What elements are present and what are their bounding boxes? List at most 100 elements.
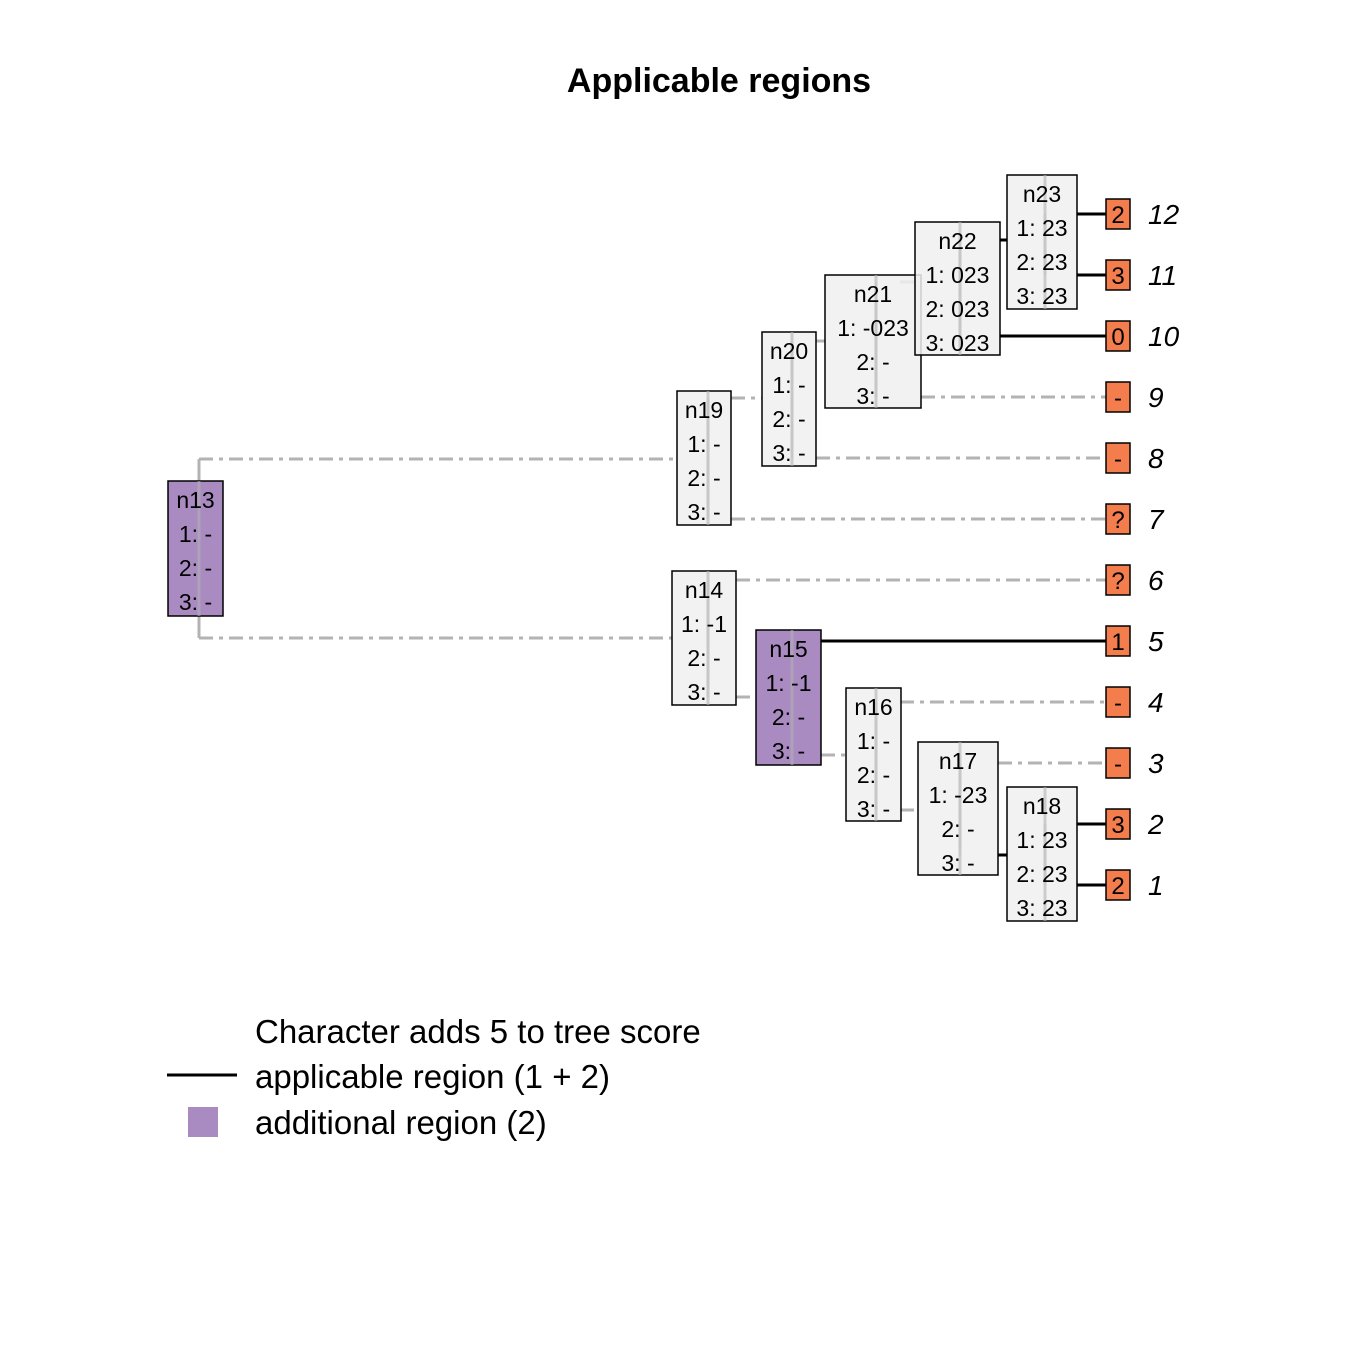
tip-box [1105, 869, 1131, 901]
node-label: n23 [1023, 181, 1061, 207]
node-box [761, 331, 817, 467]
node-state-line: 3: 23 [1016, 895, 1067, 921]
node-state-line: 2: - [857, 762, 890, 788]
tip-state: 0 [1111, 324, 1124, 351]
tip-box [1105, 442, 1131, 474]
tip-label: 5 [1148, 626, 1164, 657]
node-label: n21 [854, 281, 892, 307]
tip-state: 3 [1111, 812, 1124, 839]
node-state-line: 3: 23 [1016, 283, 1067, 309]
tip-box [1105, 198, 1131, 230]
node-state-line: 2: - [772, 704, 805, 730]
node-box [167, 480, 224, 617]
node-label: n17 [939, 748, 977, 774]
tip-9: -9 [1105, 381, 1164, 413]
tip-6: ? 6 [1105, 564, 1164, 596]
tip-8: -8 [1105, 442, 1164, 474]
tip-label: 8 [1148, 443, 1164, 474]
node-state-line: 1: -23 [929, 782, 988, 808]
tip-3: -3 [1105, 747, 1164, 779]
node-state-line: 1: - [772, 372, 805, 398]
tip-label: 7 [1148, 504, 1165, 535]
tip-state: - [1114, 690, 1122, 717]
tip-10: 0 10 [1105, 320, 1180, 352]
node-state-line: 2: 023 [926, 296, 990, 322]
node-n14: n14 1: -1 2: - 3: - [671, 570, 737, 706]
node-box [824, 274, 922, 409]
node-state-line: 3: - [856, 383, 889, 409]
node-n18: n18 1: 23 2: 23 3: 23 [1006, 786, 1078, 922]
node-state-line: 2: - [179, 555, 212, 581]
node-box [845, 687, 902, 822]
node-state-line: 2: - [856, 349, 889, 375]
node-state-line: 1: 23 [1016, 827, 1067, 853]
tip-12: 2 12 [1105, 198, 1180, 230]
tip-state: - [1114, 446, 1122, 473]
node-state-line: 1: 23 [1016, 215, 1067, 241]
node-n21: n21 1: -023 2: - 3: - [824, 274, 922, 409]
node-state-line: 3: - [772, 440, 805, 466]
node-state-line: 1: - [687, 431, 720, 457]
legend-heading: Character adds 5 to tree score [255, 1013, 701, 1050]
node-box [1006, 174, 1078, 310]
node-state-line: 1: -1 [765, 670, 811, 696]
node-state-line: 3: - [772, 738, 805, 764]
internal-nodes: n13 1: - 2: - 3: - n14 1: -1 2: - 3: - n15 1: -1 2… [167, 174, 1078, 922]
legend-applicable-label: applicable region (1 + 2) [255, 1058, 610, 1095]
tip-label: 1 [1148, 870, 1164, 901]
node-n13: n13 1: - 2: - 3: - [167, 480, 224, 617]
node-state-line: 3: - [941, 850, 974, 876]
node-state-line: 3: - [179, 589, 212, 615]
node-n22: n22 1: 023 2: 023 3: 023 [914, 221, 1001, 356]
node-n20: n20 1: - 2: - 3: - [761, 331, 817, 467]
tip-state: ? [1111, 568, 1124, 595]
node-state-line: 2: - [772, 406, 805, 432]
tip-label: 2 [1147, 809, 1164, 840]
node-n17: n17 1: -23 2: - 3: - [917, 741, 999, 876]
node-state-line: 2: 23 [1016, 249, 1067, 275]
node-box [917, 741, 999, 876]
node-label: n16 [854, 694, 892, 720]
node-state-line: 1: -023 [837, 315, 909, 341]
node-box [676, 390, 732, 526]
node-label: n14 [685, 577, 724, 603]
tip-11: 3 11 [1105, 259, 1177, 291]
tip-state: 2 [1111, 873, 1124, 900]
tip-box [1105, 503, 1131, 535]
node-box [914, 221, 1001, 356]
tip-state: - [1114, 385, 1122, 412]
node-state-line: 2: 23 [1016, 861, 1067, 887]
tip-box [1105, 625, 1131, 657]
tip-box [1105, 320, 1131, 352]
node-state-line: 1: 023 [926, 262, 990, 288]
tip-4: -4 [1105, 686, 1164, 718]
node-state-line: 2: - [687, 645, 720, 671]
tip-label: 11 [1148, 260, 1177, 291]
node-n16: n16 1: - 2: - 3: - [845, 687, 902, 822]
tip-box [1105, 564, 1131, 596]
node-n23: n23 1: 23 2: 23 3: 23 [1006, 174, 1078, 310]
node-state-line: 3: - [687, 499, 720, 525]
node-box [1006, 786, 1078, 922]
tip-box [1105, 686, 1131, 718]
node-state-line: 1: - [179, 521, 212, 547]
legend-additional-swatch [188, 1107, 218, 1137]
node-state-line: 3: - [687, 679, 720, 705]
tip-7: ? 7 [1105, 503, 1165, 535]
tip-box [1105, 747, 1131, 779]
node-label: n13 [176, 487, 214, 513]
tip-state: ? [1111, 507, 1124, 534]
tip-nodes: 2 123 110 10- 9- 8? 7? 61 5- 4- 33 22 1 [1105, 198, 1180, 901]
tip-label: 3 [1148, 748, 1164, 779]
tip-label: 4 [1148, 687, 1164, 718]
tip-box [1105, 808, 1131, 840]
node-label: n18 [1023, 793, 1061, 819]
node-label: n15 [769, 636, 807, 662]
node-state-line: 1: -1 [681, 611, 727, 637]
legend: Character adds 5 to tree score applicabl… [167, 1013, 701, 1141]
